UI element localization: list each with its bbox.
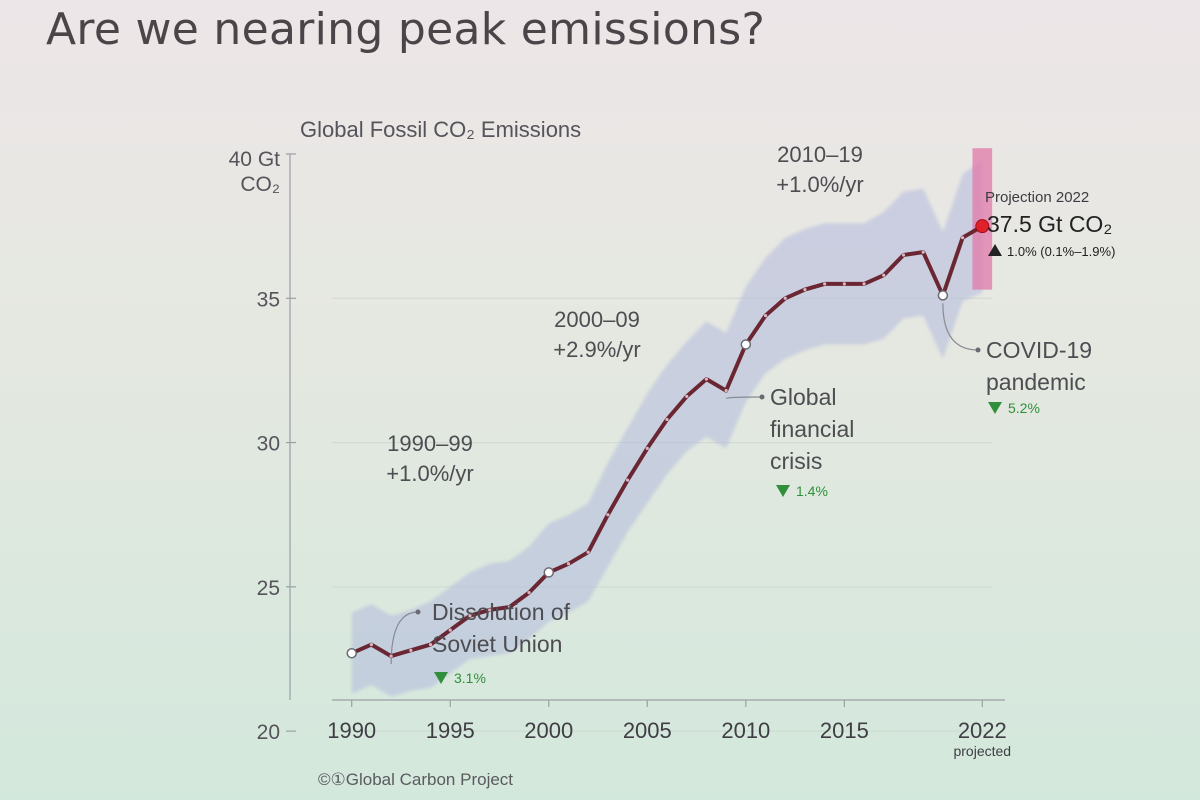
covid-leader-line-dot xyxy=(975,347,981,353)
x-tick-label-2010: 2010 xyxy=(721,718,770,743)
data-point-2009 xyxy=(724,389,728,393)
x-tick-label-1990: 1990 xyxy=(327,718,376,743)
data-point-2012 xyxy=(783,296,787,300)
gfc-label-line3: crisis xyxy=(770,448,822,474)
data-point-1992 xyxy=(389,654,393,658)
x-tick-label-1995: 1995 xyxy=(426,718,475,743)
x-tick-sublabel-2022: projected xyxy=(953,743,1011,759)
y-tick-label-20: 20 xyxy=(257,721,280,744)
uncertainty-band xyxy=(351,159,983,697)
projection-heading: Projection 2022 xyxy=(985,189,1089,206)
x-tick-label-2022: 2022 xyxy=(958,718,1007,743)
data-point-2004 xyxy=(625,478,630,482)
covid-leader-line xyxy=(942,303,979,351)
data-point-1991 xyxy=(369,642,374,647)
y-unit-label-line1: 40 Gt xyxy=(229,148,281,171)
decade-2010s-period: 2010–19 xyxy=(777,142,863,167)
data-point-1994 xyxy=(428,642,433,647)
covid-label-line1: COVID-19 xyxy=(986,337,1092,363)
x-tick-label-2000: 2000 xyxy=(524,718,573,743)
gfc-label-line1: Global xyxy=(770,384,836,410)
decade-2000s-rate: +2.9%/yr xyxy=(553,337,640,362)
y-tick-label-30: 30 xyxy=(257,433,280,456)
covid-change: 5.2% xyxy=(1008,400,1040,416)
data-point-1996 xyxy=(468,614,472,618)
soviet-label-line2: Soviet Union xyxy=(432,631,562,657)
data-point-2014 xyxy=(823,282,827,286)
source-credit: ©①Global Carbon Project xyxy=(318,770,514,789)
data-point-1999 xyxy=(527,591,531,595)
data-point-2021 xyxy=(960,236,965,240)
annotation-leaders xyxy=(390,303,981,665)
data-point-2019 xyxy=(921,250,925,254)
highlight-point-1990 xyxy=(346,647,357,659)
data-points xyxy=(346,219,990,659)
y-unit-label-line2: CO₂ xyxy=(240,173,280,196)
data-point-2007 xyxy=(685,394,689,398)
data-point-2005 xyxy=(645,446,649,450)
soviet-leader-line-dot xyxy=(415,609,421,615)
chart-title: Global Fossil CO₂ Emissions xyxy=(300,117,581,142)
data-point-2001 xyxy=(566,562,571,566)
y-tick-label-25: 25 xyxy=(257,577,280,600)
projection-value: 37.5 Gt CO₂ xyxy=(987,211,1112,237)
data-point-1998 xyxy=(507,605,511,609)
data-point-2018 xyxy=(901,253,906,257)
data-point-1997 xyxy=(488,608,492,612)
soviet-change: 3.1% xyxy=(454,670,486,686)
gfc-change: 1.4% xyxy=(796,483,828,499)
gfc-label-line2: financial xyxy=(770,416,854,442)
projection-point-2022 xyxy=(975,219,990,234)
axes: 35 30 25 20 1990 1995 2000 2005 2010 2015 2022proj… xyxy=(257,153,1011,759)
x-tick-label-2005: 2005 xyxy=(623,718,672,743)
decade-2010s-rate: +1.0%/yr xyxy=(776,172,863,197)
data-point-2008 xyxy=(704,377,709,381)
projection-increase-triangle-icon xyxy=(988,244,1002,256)
data-point-1995 xyxy=(448,628,452,632)
data-point-2006 xyxy=(665,417,669,422)
highlight-point-2010 xyxy=(740,339,752,350)
data-point-2017 xyxy=(882,273,886,277)
decade-1990s-period: 1990–99 xyxy=(387,431,473,456)
projection-change: 1.0% (0.1%–1.9%) xyxy=(1007,244,1115,259)
highlight-point-2000 xyxy=(543,567,555,578)
gfc-leader-line-dot xyxy=(759,394,765,400)
x-tick-label-2015: 2015 xyxy=(820,718,869,743)
decade-1990s-rate: +1.0%/yr xyxy=(386,461,473,486)
data-point-1993 xyxy=(409,648,413,652)
data-point-2015 xyxy=(842,282,846,286)
data-point-2003 xyxy=(606,513,610,517)
slide-title: Are we nearing peak emissions? xyxy=(46,4,766,55)
data-point-2002 xyxy=(586,550,590,554)
decade-2000s-period: 2000–09 xyxy=(554,307,640,332)
gfc-leader-line xyxy=(725,396,763,400)
soviet-label-line1: Dissolution of xyxy=(432,599,571,625)
projection-uncertainty-band xyxy=(972,148,993,290)
covid-decline-triangle-icon xyxy=(988,402,1002,414)
covid-label-line2: pandemic xyxy=(986,369,1086,395)
data-point-2011 xyxy=(763,314,768,318)
y-tick-label-35: 35 xyxy=(257,288,280,311)
gfc-decline-triangle-icon xyxy=(776,485,790,497)
soviet-decline-triangle-icon xyxy=(434,672,448,684)
data-point-2016 xyxy=(862,282,866,286)
data-point-2013 xyxy=(803,288,807,292)
highlight-point-2020 xyxy=(937,290,949,301)
